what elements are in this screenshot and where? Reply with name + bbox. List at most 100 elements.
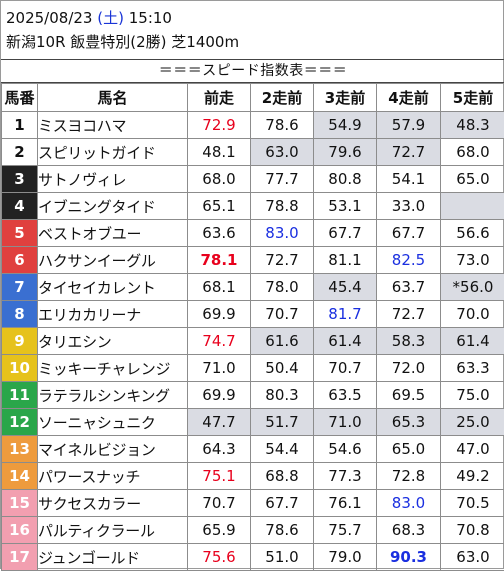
speed-index-run-4: 65.0 — [377, 436, 441, 463]
race-datetime: 2025/08/23 (土) 15:10 — [6, 6, 500, 30]
speed-index-run-2: 78.8 — [251, 193, 314, 220]
speed-index-run-5: 47.0 — [441, 436, 504, 463]
speed-index-run-4: 72.7 — [377, 301, 441, 328]
speed-index-run-5: 56.6 — [441, 220, 504, 247]
horse-number: 3 — [2, 166, 38, 193]
speed-index-run-5: 25.0 — [441, 409, 504, 436]
col-header-run-2: 2走前 — [251, 84, 314, 112]
speed-index-run-3: 79.0 — [314, 544, 377, 571]
col-header-run-3: 3走前 — [314, 84, 377, 112]
speed-index-run-1: 48.1 — [188, 139, 251, 166]
horse-name: マイネルビジョン — [38, 436, 188, 463]
speed-index-run-3: 54.6 — [314, 436, 377, 463]
speed-index-run-5: 70.8 — [441, 517, 504, 544]
speed-index-run-2: 83.0 — [251, 220, 314, 247]
speed-index-run-4: 65.3 — [377, 409, 441, 436]
speed-index-run-1: 65.1 — [188, 193, 251, 220]
speed-index-run-2: 51.7 — [251, 409, 314, 436]
speed-index-run-4: 57.9 — [377, 112, 441, 139]
horse-name: ジュンゴールド — [38, 544, 188, 571]
speed-index-run-1: 70.7 — [188, 490, 251, 517]
speed-index-run-4: 72.8 — [377, 463, 441, 490]
speed-index-run-2: 61.6 — [251, 328, 314, 355]
speed-index-run-2: 70.7 — [251, 301, 314, 328]
horse-number: 1 — [2, 112, 38, 139]
speed-index-run-1: 68.1 — [188, 274, 251, 301]
speed-index-run-2: 50.4 — [251, 355, 314, 382]
speed-index-run-1: 71.0 — [188, 355, 251, 382]
speed-index-run-3: 45.4 — [314, 274, 377, 301]
horse-name: ラテラルシンキング — [38, 382, 188, 409]
col-header-run-4: 4走前 — [377, 84, 441, 112]
speed-index-run-1: 65.9 — [188, 517, 251, 544]
horse-number: 10 — [2, 355, 38, 382]
speed-index-run-1: 47.7 — [188, 409, 251, 436]
speed-index-run-5: 65.0 — [441, 166, 504, 193]
race-date: 2025/08/23 — [6, 9, 92, 27]
speed-index-run-4: 63.7 — [377, 274, 441, 301]
col-header-name: 馬名 — [38, 84, 188, 112]
speed-index-run-3: 71.0 — [314, 409, 377, 436]
speed-index-run-4: 54.1 — [377, 166, 441, 193]
horse-name: パルティクラール — [38, 517, 188, 544]
horse-name: タリエシン — [38, 328, 188, 355]
speed-index-run-3: 70.7 — [314, 355, 377, 382]
speed-index-run-3: 61.4 — [314, 328, 377, 355]
speed-index-run-2: 54.4 — [251, 436, 314, 463]
speed-index-run-3: 80.8 — [314, 166, 377, 193]
speed-index-run-5: 70.0 — [441, 301, 504, 328]
horse-name: ソーニャシュニク — [38, 409, 188, 436]
horse-number: 12 — [2, 409, 38, 436]
speed-index-run-4: 68.3 — [377, 517, 441, 544]
speed-index-run-5: *56.0 — [441, 274, 504, 301]
speed-index-run-3: 79.6 — [314, 139, 377, 166]
speed-index-run-5: 63.0 — [441, 544, 504, 571]
speed-index-run-3: 76.1 — [314, 490, 377, 517]
speed-index-run-1: 69.9 — [188, 301, 251, 328]
horse-name: イブニングタイド — [38, 193, 188, 220]
horse-number: 13 — [2, 436, 38, 463]
header-row: 馬番 馬名 前走 2走前 3走前 4走前 5走前 — [2, 84, 504, 112]
speed-index-run-4: 72.7 — [377, 139, 441, 166]
speed-index-run-2: 63.0 — [251, 139, 314, 166]
horse-number: 9 — [2, 328, 38, 355]
speed-index-run-5: 63.3 — [441, 355, 504, 382]
speed-index-run-4: 90.3 — [377, 544, 441, 571]
horse-name: スピリットガイド — [38, 139, 188, 166]
horse-name: サトノヴィレ — [38, 166, 188, 193]
horse-number: 6 — [2, 247, 38, 274]
horse-number: 2 — [2, 139, 38, 166]
horse-name: ハクサンイーグル — [38, 247, 188, 274]
speed-index-run-2: 78.0 — [251, 274, 314, 301]
speed-index-run-3: 54.9 — [314, 112, 377, 139]
speed-index-run-2: 51.0 — [251, 544, 314, 571]
speed-index-run-5: 49.2 — [441, 463, 504, 490]
speed-index-run-5: 61.4 — [441, 328, 504, 355]
horse-number: 14 — [2, 463, 38, 490]
horse-name: ミスヨコハマ — [38, 112, 188, 139]
speed-index-run-1: 74.7 — [188, 328, 251, 355]
speed-index-run-3: 53.1 — [314, 193, 377, 220]
speed-index-run-1: 75.1 — [188, 463, 251, 490]
race-header: 2025/08/23 (土) 15:10 新潟10R 飯豊特別(2勝) 芝140… — [6, 6, 500, 54]
speed-index-run-5: 70.5 — [441, 490, 504, 517]
col-header-last-run: 前走 — [188, 84, 251, 112]
speed-index-run-4: 82.5 — [377, 247, 441, 274]
speed-index-run-4: 67.7 — [377, 220, 441, 247]
speed-index-run-4: 58.3 — [377, 328, 441, 355]
speed-index-run-5: 68.0 — [441, 139, 504, 166]
horse-number: 16 — [2, 517, 38, 544]
